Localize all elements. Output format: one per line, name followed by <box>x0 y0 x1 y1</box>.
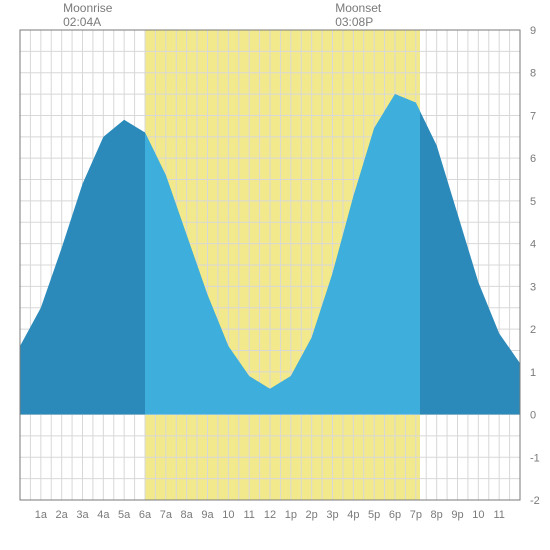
y-tick-label: 0 <box>530 410 536 422</box>
x-tick-label: 11 <box>493 509 504 521</box>
x-tick-label: 3a <box>76 509 89 521</box>
x-tick-label: 7a <box>160 509 173 521</box>
y-tick-label: -2 <box>530 495 540 507</box>
moonset-label: Moonset <box>335 1 382 15</box>
x-tick-label: 12 <box>264 509 276 521</box>
y-tick-label: 4 <box>530 239 536 251</box>
x-tick-label: 2p <box>306 509 318 521</box>
y-tick-label: 3 <box>530 281 536 293</box>
x-tick-label: 6a <box>139 509 152 521</box>
y-tick-label: 5 <box>530 196 536 208</box>
x-tick-label: 3p <box>326 509 338 521</box>
x-tick-label: 7p <box>410 509 422 521</box>
x-tick-label: 8a <box>181 509 194 521</box>
x-tick-label: 8p <box>431 509 443 521</box>
y-tick-label: 8 <box>530 68 536 80</box>
x-tick-label: 9a <box>201 509 214 521</box>
y-tick-label: 2 <box>530 324 536 336</box>
y-tick-label: 6 <box>530 153 536 165</box>
x-tick-label: 5a <box>118 509 131 521</box>
x-axis-labels: 1a 2a 3a 4a 5a 6a 7a 8a 9a 10 11 12 1p 2p 3p 4p 5p 6p 7p 8p… <box>35 509 505 521</box>
x-tick-label: 2a <box>56 509 69 521</box>
tide-chart: 1a2a3a4a5a6a7a8a9a1011121p2p3p4p5p6p7p8p… <box>0 0 550 550</box>
x-tick-label: 1a <box>35 509 48 521</box>
moonrise-label: Moonrise <box>63 1 113 15</box>
x-tick-label: 10 <box>222 509 234 521</box>
x-tick-label: 4p <box>347 509 359 521</box>
x-tick-label: 10 <box>472 509 484 521</box>
y-tick-label: 1 <box>530 367 536 379</box>
y-tick-label: 7 <box>530 110 536 122</box>
chart-svg: 1a2a3a4a5a6a7a8a9a1011121p2p3p4p5p6p7p8p… <box>0 0 550 550</box>
x-tick-label: 9p <box>451 509 463 521</box>
x-tick-label: 5p <box>368 509 380 521</box>
moonset-time: 03:08P <box>335 15 373 29</box>
y-tick-label: -1 <box>530 452 540 464</box>
x-tick-label: 4a <box>97 509 110 521</box>
x-tick-label: 11 <box>243 509 254 521</box>
moonrise-time: 02:04A <box>63 15 101 29</box>
y-tick-label: 9 <box>530 25 536 37</box>
x-tick-label: 1p <box>285 509 297 521</box>
x-tick-label: 6p <box>389 509 401 521</box>
